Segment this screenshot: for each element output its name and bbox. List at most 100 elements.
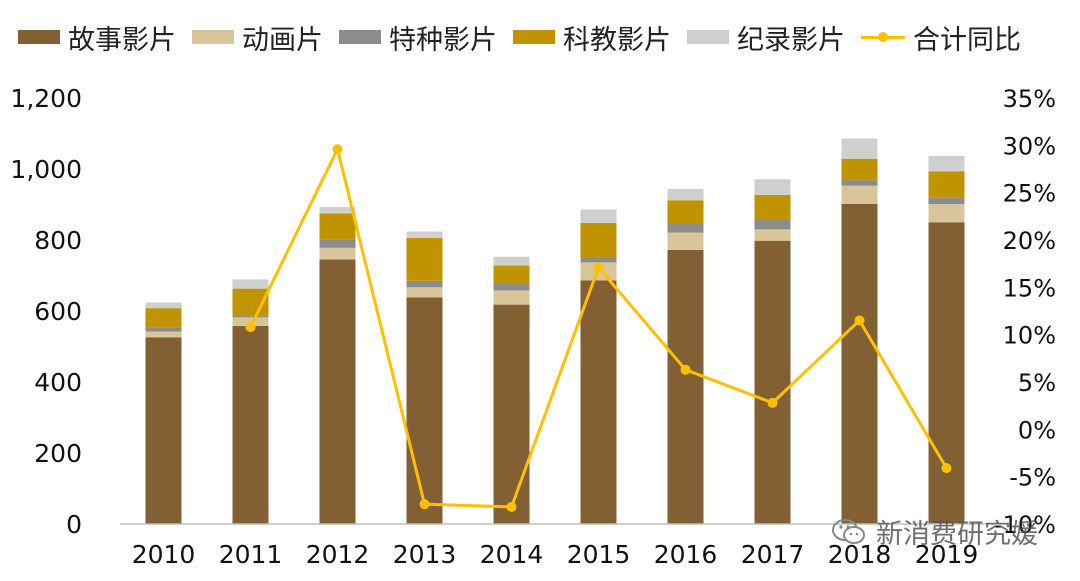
- bar-segment: [928, 197, 965, 205]
- bar-segment: [754, 179, 791, 195]
- x-tick-label: 2015: [567, 540, 631, 569]
- x-tick-label: 2019: [915, 540, 979, 569]
- legend-swatch: [339, 30, 381, 44]
- bar-segment: [232, 279, 269, 289]
- bar-segment: [580, 209, 617, 223]
- bar-segment: [493, 290, 530, 305]
- bar-segment: [841, 138, 878, 159]
- bar-segment: [493, 304, 530, 524]
- right-y-tick-label: 30%: [1003, 132, 1056, 160]
- bar-segment: [406, 297, 443, 524]
- legend-label: 纪录影片: [737, 24, 845, 56]
- legend-label: 动画片: [242, 24, 323, 56]
- legend-label: 合计同比: [913, 24, 1021, 56]
- bar-segment: [754, 229, 791, 241]
- bar-segment: [493, 265, 530, 285]
- bar-segment: [754, 240, 791, 524]
- right-y-tick-label: 20%: [1003, 227, 1056, 255]
- bar-segment: [493, 284, 530, 291]
- wechat-icon: [832, 518, 865, 544]
- right-y-tick-label: -10%: [994, 511, 1056, 539]
- yoy-point: [332, 144, 343, 155]
- x-tick-label: 2017: [741, 540, 805, 569]
- yoy-point: [941, 463, 952, 474]
- bar-segment: [406, 237, 443, 281]
- bar-segment: [319, 247, 356, 260]
- legend-swatch: [192, 30, 234, 44]
- x-tick-label: 2018: [828, 540, 892, 569]
- bar-segment: [667, 232, 704, 250]
- yoy-point: [419, 499, 430, 510]
- yoy-line-layer: [245, 144, 952, 512]
- bar-segment: [928, 222, 965, 524]
- yoy-point: [593, 262, 604, 273]
- legend-swatch: [18, 30, 60, 44]
- bar-segment: [754, 219, 791, 230]
- x-tick-label: 2011: [219, 540, 283, 569]
- bar-segment: [841, 180, 878, 186]
- bar-segment: [580, 222, 617, 258]
- bar-segment: [319, 239, 356, 248]
- bar-segment: [145, 308, 182, 328]
- x-axis: 2010 2011 2012 2013 2014 2015 2016 2017 2018 2019: [132, 540, 979, 569]
- x-tick-label: 2010: [132, 540, 196, 569]
- left-y-tick-label: 600: [34, 297, 82, 326]
- yoy-point: [854, 315, 865, 326]
- bar-segment: [667, 200, 704, 225]
- bar-layer: [145, 138, 965, 525]
- legend-item-feature-film: 故事影片: [18, 18, 176, 57]
- legend-line-swatch: [861, 30, 905, 44]
- bar-segment: [493, 256, 530, 266]
- right-y-tick-label: 35%: [1003, 85, 1056, 113]
- left-y-tick-label: 1,000: [10, 155, 82, 184]
- legend-label: 科教影片: [563, 24, 671, 56]
- bar-segment: [319, 259, 356, 524]
- bar-segment: [145, 327, 182, 332]
- bar-segment: [928, 204, 965, 223]
- yoy-point: [680, 364, 691, 375]
- left-y-tick-label: 0: [66, 510, 82, 539]
- x-tick-label: 2016: [654, 540, 718, 569]
- left-y-tick-label: 800: [34, 226, 82, 255]
- right-y-tick-label: -5%: [1009, 464, 1056, 492]
- bar-segment: [406, 231, 443, 238]
- bar-segment: [580, 257, 617, 263]
- bar-segment: [667, 188, 704, 201]
- x-tick-label: 2013: [393, 540, 457, 569]
- left-y-tick-label: 1,200: [10, 84, 82, 113]
- bar-segment: [145, 302, 182, 309]
- yoy-point: [245, 322, 256, 333]
- bar-segment: [145, 337, 182, 524]
- bar-segment: [754, 194, 791, 220]
- legend-item-total-yoy: 合计同比: [861, 18, 1021, 57]
- bar-segment: [667, 224, 704, 233]
- right-y-tick-label: 15%: [1003, 274, 1056, 302]
- bar-segment: [580, 280, 617, 524]
- legend-item-animation: 动画片: [192, 18, 323, 57]
- bar-segment: [841, 185, 878, 204]
- yoy-point: [767, 397, 778, 408]
- bar-segment: [319, 213, 356, 240]
- bar-segment: [406, 280, 443, 288]
- bar-segment: [232, 317, 269, 326]
- watermark: 新消费研究媛: [832, 512, 1038, 551]
- watermark-text: 新消费研究媛: [876, 519, 1038, 550]
- bar-segment: [841, 203, 878, 525]
- yoy-point: [506, 501, 517, 512]
- bar-segment: [928, 171, 965, 198]
- bar-segment: [232, 325, 269, 524]
- legend-label: 特种影片: [389, 24, 497, 56]
- legend-item-science-film: 科教影片: [513, 18, 671, 57]
- legend-item-special-film: 特种影片: [339, 18, 497, 57]
- legend-label: 故事影片: [68, 24, 176, 56]
- bar-segment: [667, 249, 704, 524]
- legend-swatch: [687, 30, 729, 44]
- bar-segment: [232, 315, 269, 318]
- left-y-tick-label: 400: [34, 368, 82, 397]
- right-y-tick-label: 10%: [1003, 322, 1056, 350]
- right-y-tick-label: 25%: [1003, 180, 1056, 208]
- chart-legend: 故事影片 动画片 特种影片 科教影片 纪录影片 合计同比: [18, 18, 1037, 57]
- right-y-tick-label: 0%: [1018, 416, 1056, 444]
- left-y-axis: 0 200 400 600 800 1,000 1,200: [10, 84, 82, 539]
